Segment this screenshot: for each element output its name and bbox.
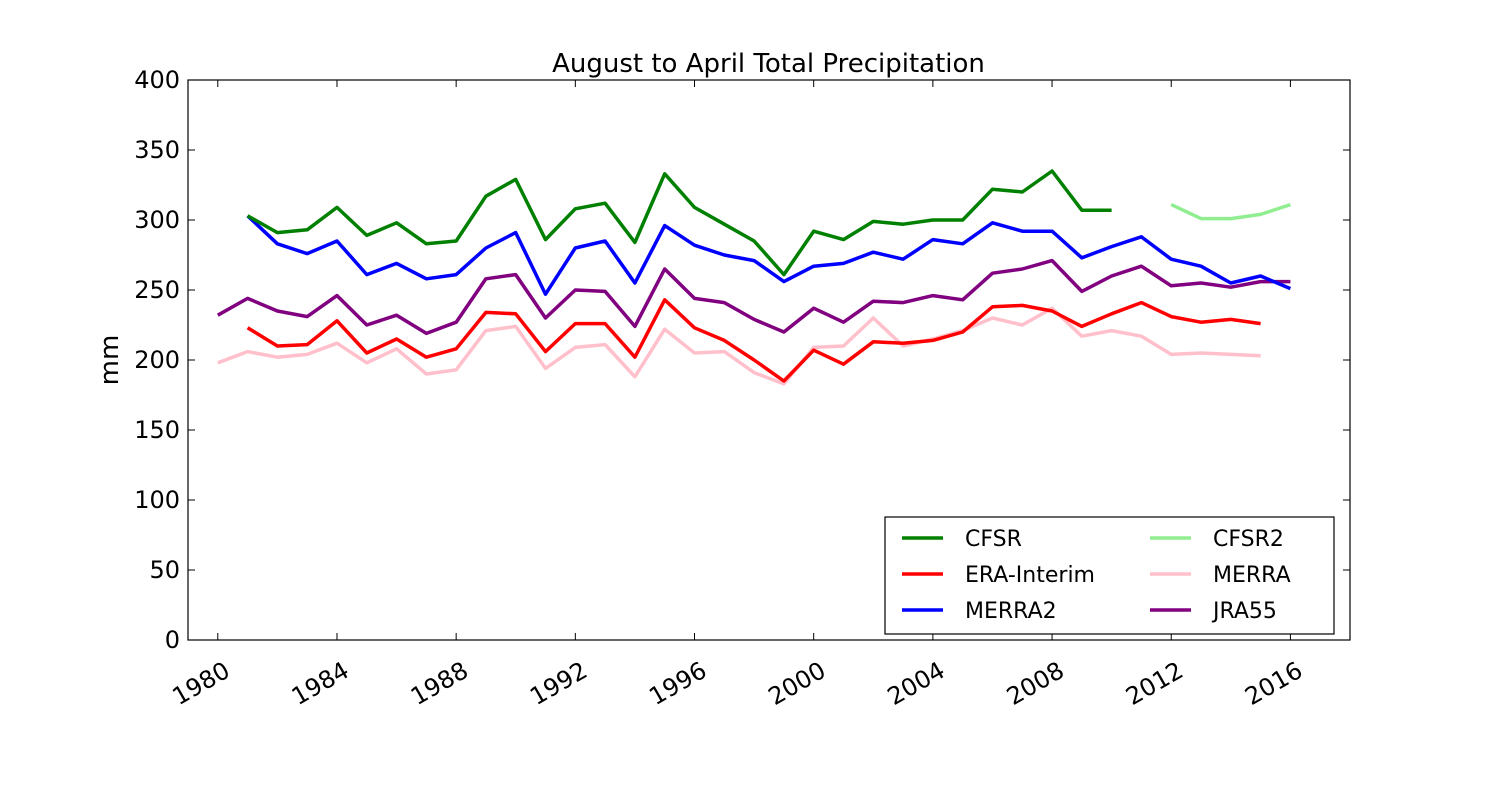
x-tick-label: 2008 <box>1002 656 1069 711</box>
y-tick-label: 400 <box>134 66 180 94</box>
legend-label-cfsr2: CFSR2 <box>1213 527 1284 552</box>
x-tick-label: 2000 <box>764 656 831 711</box>
y-tick-label: 300 <box>134 206 180 234</box>
y-tick-label: 350 <box>134 136 180 164</box>
legend-label-jra55: JRA55 <box>1211 599 1277 624</box>
y-tick-label: 250 <box>134 276 180 304</box>
y-tick-label: 200 <box>134 346 180 374</box>
series-line-jra55 <box>216 258 1291 336</box>
series-line-cfsr <box>246 169 1112 277</box>
x-tick-label: 1988 <box>406 656 473 711</box>
legend: CFSR CFSR2 ERA-Interim MERRA MERRA2 JRA55 <box>884 516 1335 635</box>
y-tick-label: 50 <box>149 556 180 584</box>
x-tick-label: 1980 <box>168 656 235 711</box>
legend-label-era-interim: ERA-Interim <box>965 563 1095 588</box>
legend-label-cfsr: CFSR <box>965 527 1022 552</box>
series-line-era-interim <box>246 298 1261 383</box>
y-tick-label: 100 <box>134 486 180 514</box>
y-tick-label: 150 <box>134 416 180 444</box>
legend-label-merra: MERRA <box>1213 563 1291 588</box>
x-tick-label: 2016 <box>1240 656 1307 711</box>
series-line-merra <box>217 306 1261 386</box>
legend-label-merra2: MERRA2 <box>965 599 1057 624</box>
legend-box <box>884 516 1335 635</box>
x-tick-label: 1992 <box>525 656 592 711</box>
x-tick-label: 1996 <box>644 656 711 711</box>
chart-title: August to April Total Precipitation <box>552 49 985 79</box>
y-tick-label: 0 <box>165 626 180 654</box>
y-axis-label: mm <box>95 335 125 386</box>
series-line-cfsr2 <box>1170 202 1291 221</box>
x-tick-label: 2004 <box>883 656 950 711</box>
x-tick-label: 1984 <box>287 656 354 711</box>
series-line-merra2 <box>246 214 1292 296</box>
x-tick-label: 2012 <box>1121 656 1188 711</box>
